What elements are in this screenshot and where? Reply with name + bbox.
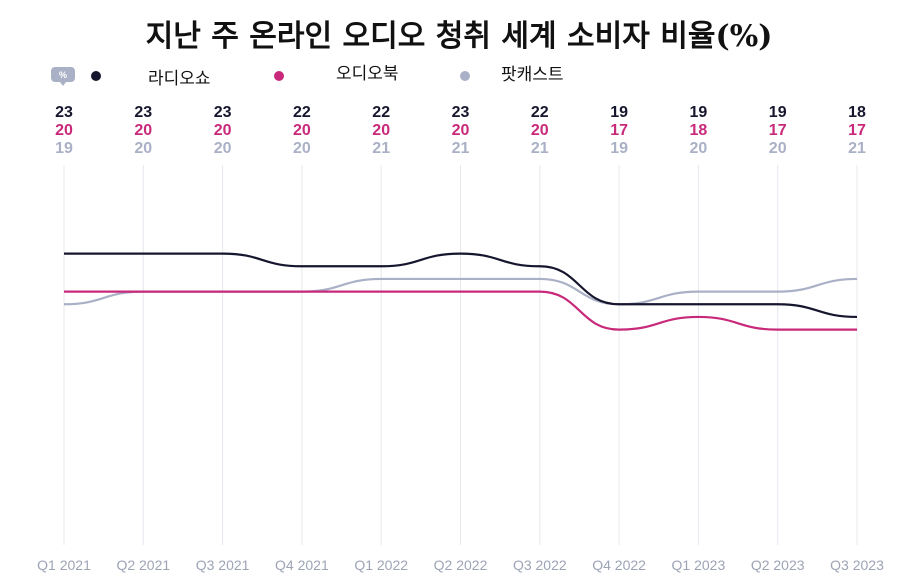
value-label: 23 xyxy=(134,104,152,121)
x-tick-label: Q4 2022 xyxy=(592,557,646,573)
x-tick-label: Q1 2022 xyxy=(354,557,408,573)
value-label: 23 xyxy=(452,104,470,121)
value-label: 20 xyxy=(293,140,311,157)
x-axis-ticks: Q1 2021 Q2 2021 Q3 2021 Q4 2021 Q1 2022 Q2 20… xyxy=(37,557,884,573)
gridlines xyxy=(63,165,858,545)
series-lines xyxy=(63,252,858,331)
value-label: 19 xyxy=(55,140,73,157)
legend-label-2: 오디오북 xyxy=(336,64,399,84)
value-label: 20 xyxy=(293,122,311,139)
value-label: 20 xyxy=(214,140,232,157)
value-label: 21 xyxy=(452,140,470,157)
value-label: 20 xyxy=(55,122,73,139)
value-label: 20 xyxy=(134,122,152,139)
unit-badge-shape xyxy=(51,67,75,86)
unit-badge-text: % xyxy=(59,70,67,80)
value-label: 19 xyxy=(610,140,628,157)
value-label: 22 xyxy=(531,104,549,121)
x-tick-label: Q1 2023 xyxy=(672,557,726,573)
series-line-1 xyxy=(63,252,858,319)
value-label: 18 xyxy=(848,104,866,121)
x-tick-label: Q4 2021 xyxy=(275,557,329,573)
x-tick-label: Q3 2022 xyxy=(513,557,567,573)
x-tick-label: Q2 2021 xyxy=(116,557,170,573)
value-label: 21 xyxy=(372,140,390,157)
unit-badge: % xyxy=(51,67,75,86)
value-label: 17 xyxy=(848,122,866,139)
value-label: 20 xyxy=(531,122,549,139)
x-tick-label: Q3 2021 xyxy=(196,557,250,573)
value-label: 18 xyxy=(690,122,708,139)
x-tick-label: Q2 2022 xyxy=(434,557,488,573)
value-label: 17 xyxy=(769,122,787,139)
legend-label-3: 팟캐스트 xyxy=(501,65,564,85)
legend-marker-3 xyxy=(460,71,470,81)
series-line-2 xyxy=(63,290,857,331)
value-label: 20 xyxy=(214,122,232,139)
value-label: 20 xyxy=(372,122,390,139)
legend: % 라디오쇼 오디오북 팟캐스트 xyxy=(51,64,564,89)
legend-label-1: 라디오쇼 xyxy=(148,69,211,89)
value-label: 19 xyxy=(690,104,708,121)
value-label: 19 xyxy=(610,104,628,121)
x-tick-label: Q1 2021 xyxy=(37,557,91,573)
legend-marker-1 xyxy=(91,71,101,81)
value-label: 17 xyxy=(610,122,628,139)
value-label: 20 xyxy=(452,122,470,139)
value-label: 20 xyxy=(690,140,708,157)
legend-marker-2 xyxy=(274,71,284,81)
chart-title: 지난 주 온라인 오디오 청취 세계 소비자 비율(%) xyxy=(146,19,773,54)
x-tick-label: Q3 2023 xyxy=(830,557,884,573)
value-label: 21 xyxy=(848,140,866,157)
value-label: 20 xyxy=(134,140,152,157)
value-label: 22 xyxy=(293,104,311,121)
value-label: 23 xyxy=(214,104,232,121)
value-label: 21 xyxy=(531,140,549,157)
x-tick-label: Q2 2023 xyxy=(751,557,805,573)
value-label: 19 xyxy=(769,104,787,121)
value-label: 23 xyxy=(55,104,73,121)
value-label: 20 xyxy=(769,140,787,157)
value-label: 22 xyxy=(372,104,390,121)
